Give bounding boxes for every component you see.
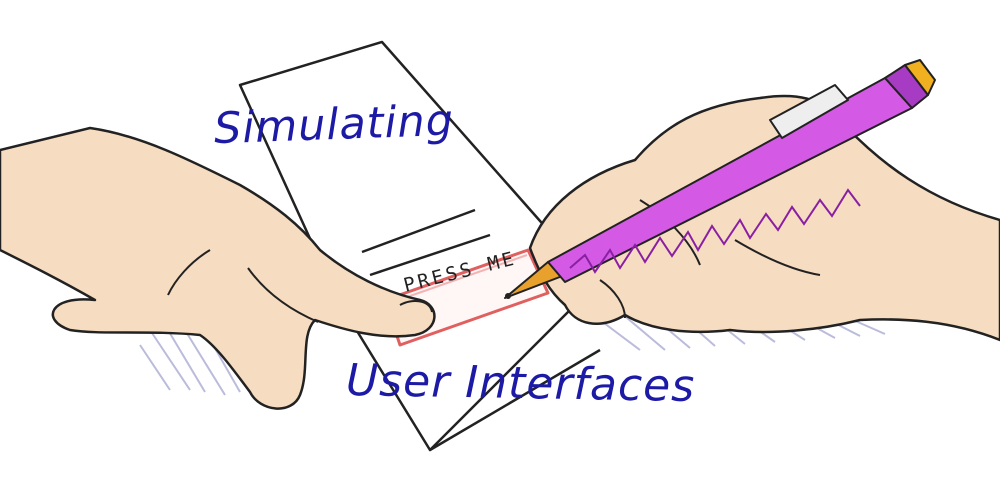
pen-icon xyxy=(504,59,936,299)
pointing-hand-icon xyxy=(0,126,436,410)
title-line-2: User Interfaces xyxy=(345,354,696,413)
writing-hand-icon xyxy=(528,94,1000,342)
title-line-1: Simulating xyxy=(213,95,455,155)
